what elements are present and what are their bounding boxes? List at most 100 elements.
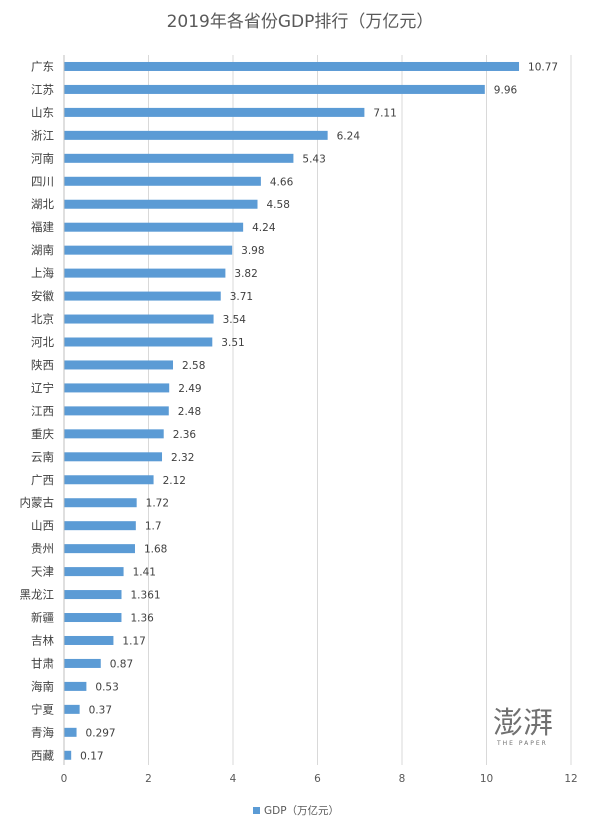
bar-10 bbox=[64, 268, 226, 278]
category-label: 广西 bbox=[31, 473, 54, 487]
category-label: 湖南 bbox=[31, 243, 54, 257]
value-label: 9.96 bbox=[494, 84, 518, 96]
watermark-text: 澎湃 bbox=[493, 706, 553, 741]
category-label: 宁夏 bbox=[31, 702, 54, 716]
value-label: 2.49 bbox=[178, 383, 201, 395]
bar-11 bbox=[64, 291, 221, 301]
bar-24 bbox=[64, 590, 122, 600]
value-label: 0.53 bbox=[95, 681, 118, 693]
category-label: 云南 bbox=[31, 450, 54, 464]
value-label: 3.82 bbox=[234, 268, 257, 280]
value-label: 3.98 bbox=[241, 245, 264, 257]
category-label: 西藏 bbox=[31, 748, 54, 762]
bar-18 bbox=[64, 452, 163, 462]
category-label: 安徽 bbox=[31, 289, 54, 303]
value-label: 10.77 bbox=[528, 61, 558, 73]
value-label: 5.43 bbox=[302, 153, 325, 165]
value-label: 3.54 bbox=[223, 314, 247, 326]
category-label: 青海 bbox=[31, 725, 54, 739]
watermark-logo: 澎湃 THE PAPER bbox=[493, 706, 553, 747]
x-tick-label: 2 bbox=[145, 773, 152, 785]
category-label: 北京 bbox=[31, 312, 54, 326]
watermark-subtext: THE PAPER bbox=[496, 740, 548, 747]
x-axis-ticks: 0 2 4 6 8 10 12 bbox=[61, 773, 578, 785]
category-label: 江西 bbox=[31, 404, 54, 418]
value-label: 1.361 bbox=[131, 590, 161, 602]
value-label: 2.48 bbox=[178, 406, 201, 418]
category-label: 海南 bbox=[31, 679, 54, 693]
grid-lines bbox=[63, 55, 572, 765]
legend-label: GDP（万亿元） bbox=[264, 804, 339, 817]
category-label: 湖北 bbox=[31, 197, 54, 211]
bar-2 bbox=[64, 84, 485, 94]
category-label: 吉林 bbox=[31, 633, 54, 647]
value-label: 0.17 bbox=[80, 750, 103, 762]
x-tick-label: 4 bbox=[230, 773, 237, 785]
bar-12 bbox=[64, 314, 214, 324]
bar-26 bbox=[64, 635, 114, 645]
bar-15 bbox=[64, 383, 170, 393]
bar-22 bbox=[64, 544, 135, 554]
category-label: 四川 bbox=[31, 174, 54, 188]
bar-6 bbox=[64, 176, 261, 186]
bar-17 bbox=[64, 429, 164, 439]
category-label: 重庆 bbox=[31, 427, 54, 441]
category-label: 新疆 bbox=[31, 611, 54, 625]
category-label: 浙江 bbox=[31, 128, 54, 142]
value-label: 1.41 bbox=[133, 567, 156, 579]
bar-19 bbox=[64, 475, 154, 485]
category-label: 天津 bbox=[31, 565, 54, 579]
category-label: 内蒙古 bbox=[20, 496, 55, 510]
value-label: 7.11 bbox=[373, 107, 396, 119]
bar-4 bbox=[64, 130, 328, 140]
category-label: 广东 bbox=[31, 59, 54, 73]
bar-13 bbox=[64, 337, 213, 347]
bar-30 bbox=[64, 727, 77, 737]
bar-23 bbox=[64, 567, 124, 577]
bar-7 bbox=[64, 199, 258, 209]
x-tick-label: 6 bbox=[314, 773, 321, 785]
category-label: 福建 bbox=[31, 220, 54, 234]
bar-16 bbox=[64, 406, 169, 416]
category-label: 贵州 bbox=[31, 542, 54, 556]
bar-27 bbox=[64, 658, 101, 668]
bar-25 bbox=[64, 613, 122, 623]
bar-3 bbox=[64, 107, 365, 117]
x-tick-label: 8 bbox=[399, 773, 406, 785]
chart-title: 2019年各省份GDP排行（万亿元） bbox=[167, 12, 434, 32]
value-label: 1.17 bbox=[122, 635, 145, 647]
category-label: 江苏 bbox=[31, 82, 54, 96]
value-labels: 10.77 9.96 7.11 6.24 5.43 4.66 4.58 4.24 3.98 3.8… bbox=[80, 61, 558, 762]
category-label: 辽宁 bbox=[31, 381, 54, 395]
category-label: 河北 bbox=[31, 335, 54, 349]
value-label: 0.37 bbox=[89, 704, 112, 716]
bar-5 bbox=[64, 153, 294, 163]
bar-29 bbox=[64, 704, 80, 714]
value-label: 1.68 bbox=[144, 544, 167, 556]
category-label: 山东 bbox=[31, 105, 54, 119]
category-label: 黑龙江 bbox=[20, 588, 55, 602]
value-label: 4.58 bbox=[267, 199, 290, 211]
value-label: 3.51 bbox=[221, 337, 244, 349]
value-label: 3.71 bbox=[230, 291, 253, 303]
value-label: 6.24 bbox=[337, 130, 361, 142]
value-label: 0.87 bbox=[110, 658, 133, 670]
value-label: 2.36 bbox=[173, 429, 197, 441]
value-label: 1.72 bbox=[146, 498, 169, 510]
category-labels: 广东江苏山东浙江河南四川湖北福建湖南上海安徽北京河北陕西辽宁江西重庆云南广西内蒙… bbox=[20, 59, 55, 762]
legend: GDP（万亿元） bbox=[253, 804, 339, 817]
value-label: 0.297 bbox=[86, 727, 116, 739]
x-tick-label: 10 bbox=[480, 773, 493, 785]
value-label: 2.12 bbox=[163, 475, 186, 487]
category-label: 上海 bbox=[31, 266, 54, 280]
x-tick-label: 0 bbox=[61, 773, 68, 785]
value-label: 1.7 bbox=[145, 521, 162, 533]
bar-1 bbox=[64, 61, 520, 71]
bar-14 bbox=[64, 360, 174, 370]
bar-9 bbox=[64, 245, 233, 255]
value-label: 4.66 bbox=[270, 176, 294, 188]
value-label: 1.36 bbox=[130, 613, 154, 625]
value-label: 4.24 bbox=[252, 222, 276, 234]
category-label: 河南 bbox=[31, 151, 54, 165]
